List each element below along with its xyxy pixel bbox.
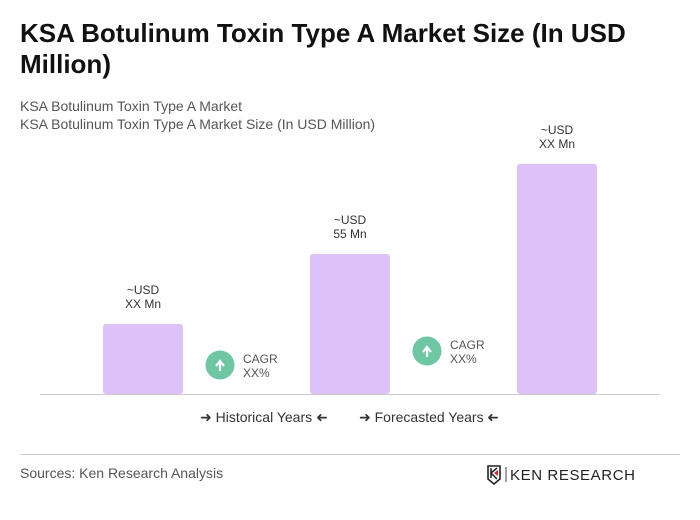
subtitle: KSA Botulinum Toxin Type A Market <box>20 98 243 114</box>
cagr-label: CAGR <box>450 338 485 352</box>
bar-value-label: ~USD <box>334 213 367 227</box>
ken-research-logo: KEN RESEARCH <box>486 464 656 491</box>
cagr-label: XX% <box>243 366 270 380</box>
bar <box>310 254 390 394</box>
bar-value-label: XX Mn <box>539 137 575 151</box>
cagr-label: CAGR <box>243 352 278 366</box>
legend-label: Forecasted Years <box>374 409 484 425</box>
sources-text: Sources: Ken Research Analysis <box>20 465 224 481</box>
cagr-label: XX% <box>450 352 477 366</box>
bar-value-label: 55 Mn <box>333 227 366 241</box>
footer-divider <box>20 454 680 455</box>
chart-title: KSA Botulinum Toxin Type A Market Size (… <box>20 18 626 79</box>
bar-value-label: ~USD <box>127 283 160 297</box>
svg-text:KEN RESEARCH: KEN RESEARCH <box>510 467 636 484</box>
subtitle-units: KSA Botulinum Toxin Type A Market Size (… <box>20 116 376 132</box>
bar <box>517 163 597 394</box>
legend-historical: ➜ Historical Years ➜ <box>200 409 328 425</box>
bar <box>103 324 183 394</box>
legend-forecast: ➜ Forecasted Years ➜ <box>359 409 500 425</box>
legend-label: Historical Years <box>215 409 313 425</box>
bar-value-label: XX Mn <box>125 297 161 311</box>
bar-value-label: ~USD <box>541 123 574 137</box>
